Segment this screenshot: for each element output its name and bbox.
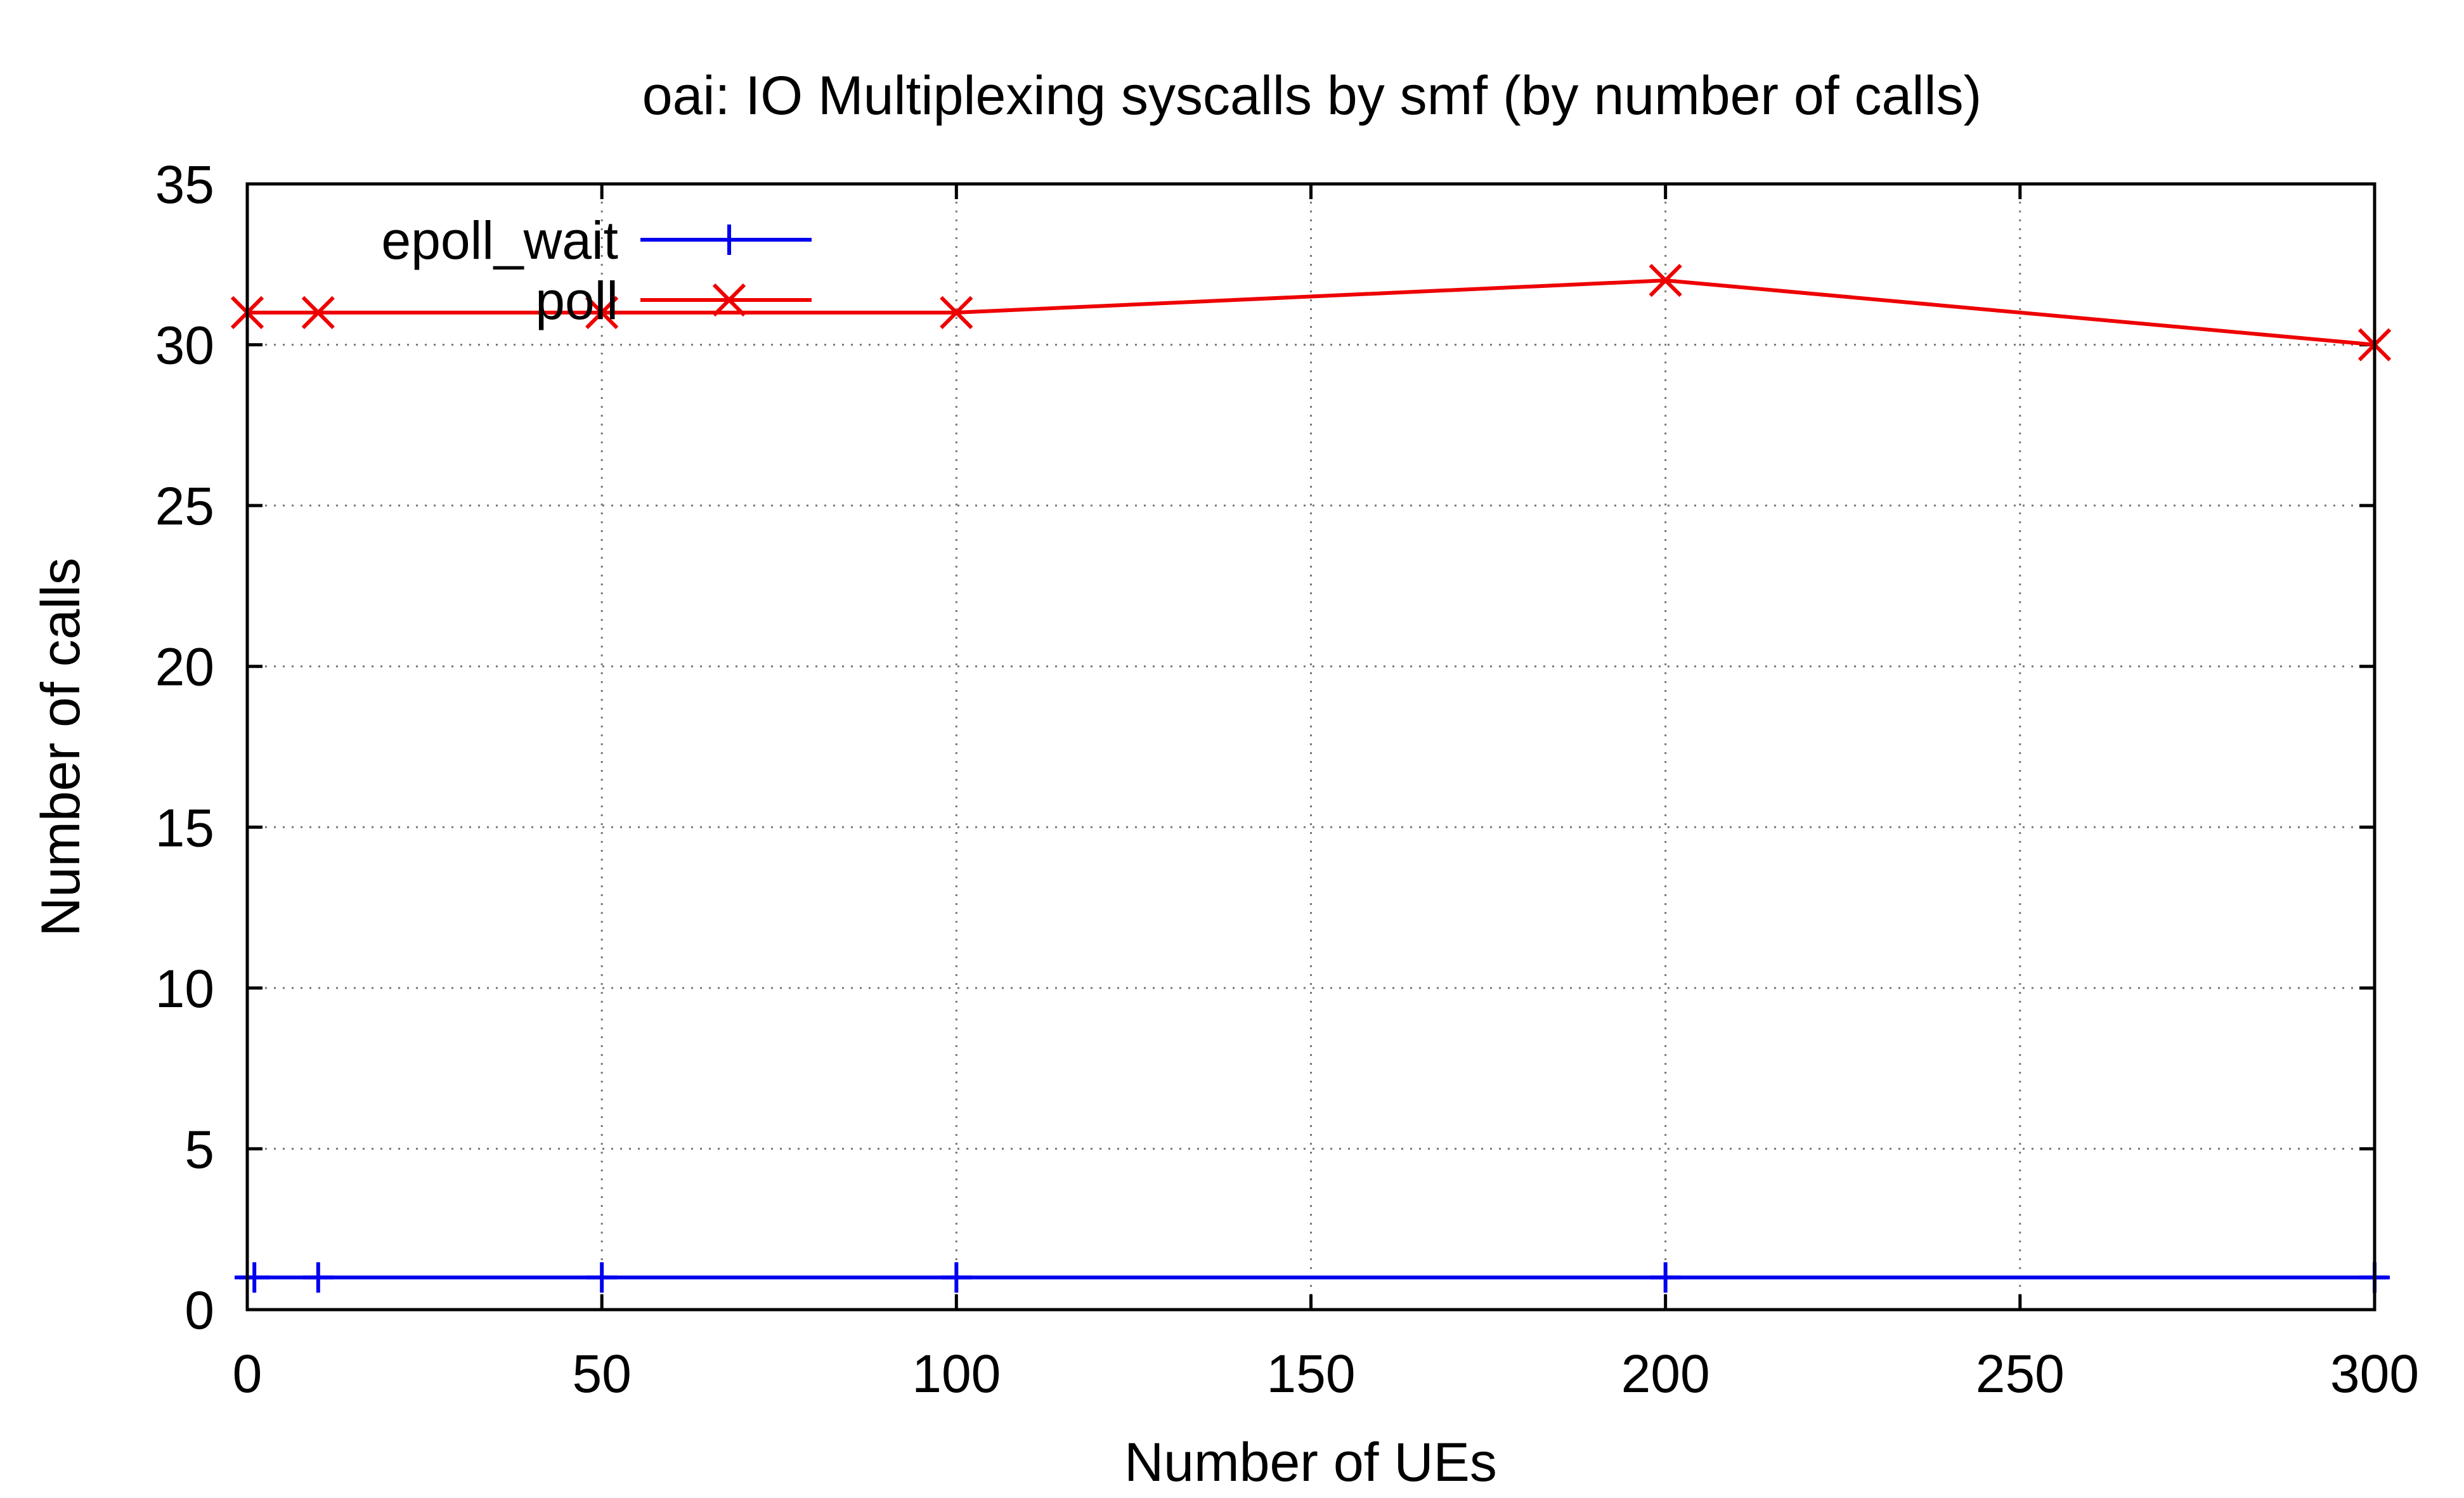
poll-line xyxy=(247,278,2375,347)
x-axis-label: Number of UEs xyxy=(1124,1432,1497,1493)
y-tick-label: 10 xyxy=(155,959,214,1019)
y-tick-label: 15 xyxy=(155,798,214,857)
x-tick-label: 250 xyxy=(1976,1344,2065,1404)
y-tick-label: 0 xyxy=(185,1280,214,1340)
epoll_wait-point xyxy=(239,1262,270,1293)
y-axis-label: Number of calls xyxy=(30,557,91,936)
grid xyxy=(247,184,2375,1310)
legend-label: poll xyxy=(535,271,618,330)
poll-point xyxy=(940,296,973,329)
legend-swatch-marker xyxy=(712,283,746,317)
plot-frame xyxy=(245,182,2376,1312)
poll-series xyxy=(230,264,2392,361)
legend-swatch-marker xyxy=(714,225,744,255)
x-tick-label: 300 xyxy=(2330,1344,2419,1404)
x-tick-label: 50 xyxy=(572,1344,631,1404)
poll-point xyxy=(585,296,619,329)
y-tick-label: 35 xyxy=(155,155,214,214)
x-tick-label: 200 xyxy=(1621,1344,1710,1404)
poll-point xyxy=(1649,264,1682,297)
y-tick-label: 30 xyxy=(155,316,214,375)
y-tick-label: 5 xyxy=(185,1119,214,1179)
ticks: 0 50 100 150 200 250 300 0 5 10 15 20 25 30 35 xyxy=(155,155,2420,1404)
x-tick-label: 150 xyxy=(1266,1344,1355,1404)
y-tick-label: 25 xyxy=(155,476,214,536)
epoll_wait-point xyxy=(302,1262,334,1293)
poll-point xyxy=(301,296,335,329)
epoll_wait-point xyxy=(941,1262,972,1293)
epoll_wait-point xyxy=(1650,1262,1681,1293)
series-layer xyxy=(230,264,2392,1293)
x-tick-label: 100 xyxy=(912,1344,1001,1404)
y-tick-label: 20 xyxy=(155,637,214,697)
chart-title: oai: IO Multiplexing syscalls by smf (by… xyxy=(642,65,1981,126)
epoll_wait-point xyxy=(587,1262,618,1293)
legend-label: epoll_wait xyxy=(381,211,618,270)
x-tick-label: 0 xyxy=(233,1344,263,1404)
